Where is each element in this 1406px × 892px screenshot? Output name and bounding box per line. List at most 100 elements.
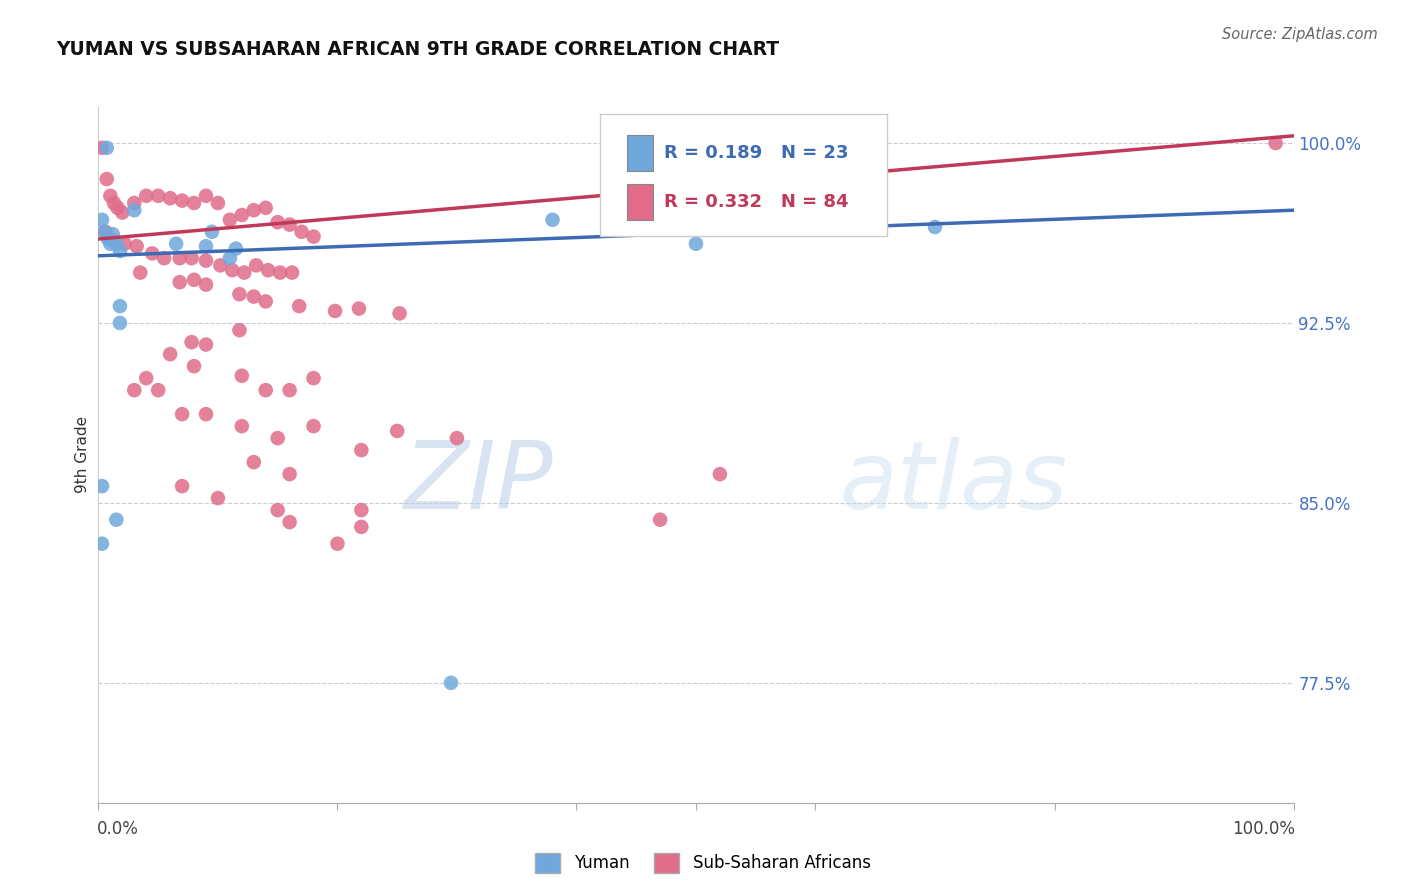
Point	[228, 323, 250, 337]
Point	[135, 371, 157, 385]
Y-axis label: 9th Grade: 9th Grade	[75, 417, 90, 493]
Point	[228, 287, 250, 301]
Point	[219, 212, 242, 227]
Point	[129, 266, 152, 280]
Point	[125, 239, 148, 253]
FancyBboxPatch shape	[600, 114, 887, 235]
Point	[350, 520, 373, 534]
Point	[804, 198, 827, 212]
Point	[243, 203, 266, 218]
Text: R = 0.189   N = 23: R = 0.189 N = 23	[664, 144, 848, 162]
Point	[231, 419, 253, 434]
Point	[135, 189, 157, 203]
Point	[207, 491, 229, 505]
Point	[278, 515, 301, 529]
Point	[124, 203, 146, 218]
Point	[108, 316, 131, 330]
Point	[302, 371, 325, 385]
Point	[302, 419, 325, 434]
Point	[745, 191, 768, 205]
Point	[97, 232, 120, 246]
Point	[278, 467, 301, 482]
Point	[194, 253, 218, 268]
Point	[257, 263, 280, 277]
Legend: Yuman, Sub-Saharan Africans: Yuman, Sub-Saharan Africans	[529, 847, 877, 880]
Point	[98, 236, 122, 251]
Point	[124, 196, 146, 211]
Point	[107, 201, 129, 215]
Point	[91, 212, 114, 227]
Point	[350, 503, 373, 517]
Text: atlas: atlas	[839, 437, 1067, 528]
Bar	[627, 184, 652, 219]
Point	[685, 236, 707, 251]
Point	[648, 513, 672, 527]
Point	[180, 335, 202, 350]
Point	[159, 191, 181, 205]
Point	[169, 251, 191, 265]
Point	[225, 242, 247, 256]
Point	[96, 172, 118, 186]
Point	[165, 236, 187, 251]
Point	[194, 239, 218, 253]
Text: Source: ZipAtlas.com: Source: ZipAtlas.com	[1222, 27, 1378, 42]
Point	[267, 431, 290, 445]
Point	[267, 503, 290, 517]
Text: 0.0%: 0.0%	[97, 820, 139, 838]
Point	[111, 205, 134, 219]
Point	[245, 259, 267, 273]
Point	[194, 189, 218, 203]
Point	[105, 513, 128, 527]
Point	[385, 424, 409, 438]
Point	[254, 201, 277, 215]
Point	[326, 537, 349, 551]
Point	[350, 443, 373, 458]
Point	[194, 277, 218, 292]
Text: 100.0%: 100.0%	[1232, 820, 1295, 838]
Point	[231, 208, 253, 222]
Text: YUMAN VS SUBSAHARAN AFRICAN 9TH GRADE CORRELATION CHART: YUMAN VS SUBSAHARAN AFRICAN 9TH GRADE CO…	[56, 40, 779, 59]
Point	[180, 251, 202, 265]
Text: ZIP: ZIP	[404, 437, 553, 528]
Point	[124, 383, 146, 397]
Point	[91, 141, 114, 155]
Point	[388, 306, 411, 320]
Point	[440, 676, 463, 690]
Point	[183, 359, 205, 373]
Point	[96, 141, 118, 155]
Point	[231, 368, 253, 383]
Point	[254, 383, 277, 397]
Point	[201, 225, 224, 239]
Point	[1264, 136, 1286, 150]
Point	[183, 196, 205, 211]
Point	[141, 246, 163, 260]
Point	[209, 259, 232, 273]
Point	[243, 289, 266, 303]
Point	[148, 383, 170, 397]
Point	[148, 189, 170, 203]
Point	[233, 266, 256, 280]
Point	[243, 455, 266, 469]
Point	[153, 251, 176, 265]
Point	[91, 537, 114, 551]
Point	[278, 218, 301, 232]
Point	[709, 467, 731, 482]
Point	[103, 196, 125, 211]
Point	[114, 236, 136, 251]
Point	[108, 299, 131, 313]
Point	[267, 215, 290, 229]
Point	[105, 236, 128, 251]
Point	[183, 273, 205, 287]
Point	[98, 232, 122, 246]
Point	[93, 225, 115, 239]
Point	[288, 299, 311, 313]
Point	[281, 266, 304, 280]
Point	[541, 212, 564, 227]
Point	[269, 266, 291, 280]
Point	[172, 479, 194, 493]
Point	[278, 383, 301, 397]
Bar	[627, 135, 652, 171]
Point	[159, 347, 181, 361]
Point	[347, 301, 370, 316]
Point	[221, 263, 243, 277]
